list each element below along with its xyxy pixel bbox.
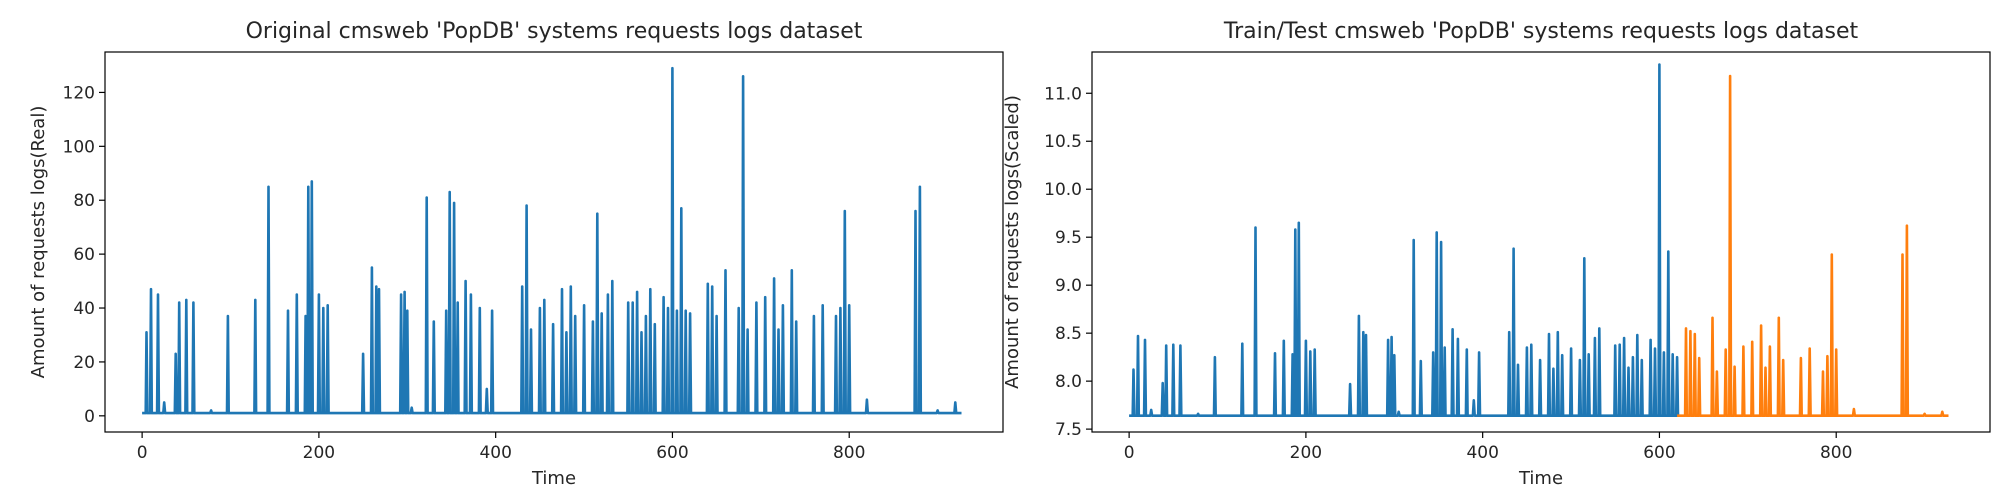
series-line-1	[1129, 63, 1680, 417]
chart-title: Original cmsweb 'PopDB' systems requests…	[246, 19, 863, 44]
x-tick-label: 600	[656, 443, 688, 463]
x-axis-label: Time	[1518, 468, 1563, 489]
x-tick-label: 800	[1820, 443, 1852, 463]
y-tick-label: 7.5	[1055, 420, 1082, 440]
y-tick-label: 10.0	[1044, 180, 1082, 200]
series-line-1	[142, 66, 962, 415]
x-tick-label: 800	[833, 443, 865, 463]
x-tick-label: 0	[137, 443, 148, 463]
y-tick-label: 80	[73, 191, 95, 211]
chart-title: Train/Test cmsweb 'PopDB' systems reques…	[1223, 19, 1859, 44]
x-tick-label: 400	[1466, 443, 1498, 463]
y-tick-label: 11.0	[1044, 84, 1082, 104]
chart-2: Train/Test cmsweb 'PopDB' systems reques…	[1002, 19, 1991, 489]
x-tick-label: 400	[479, 443, 511, 463]
y-tick-label: 60	[73, 245, 95, 265]
x-tick-label: 200	[303, 443, 335, 463]
y-tick-label: 0	[84, 407, 95, 427]
y-tick-label: 20	[73, 353, 95, 373]
y-axis-label: Amount of requests logs(Scaled)	[1002, 95, 1023, 389]
y-tick-label: 9.5	[1055, 228, 1082, 248]
plot-frame	[1091, 51, 1991, 433]
x-tick-label: 0	[1124, 443, 1135, 463]
x-axis-label: Time	[531, 468, 576, 489]
y-tick-label: 10.5	[1044, 132, 1082, 152]
y-tick-label: 8.5	[1055, 324, 1082, 344]
y-tick-label: 8.0	[1055, 372, 1082, 392]
x-tick-label: 200	[1290, 443, 1322, 463]
chart-1: Original cmsweb 'PopDB' systems requests…	[28, 19, 1004, 489]
y-axis-label: Amount of requests logs(Real)	[28, 106, 49, 379]
y-tick-label: 9.0	[1055, 276, 1082, 296]
y-tick-label: 120	[63, 83, 95, 103]
y-tick-label: 40	[73, 299, 95, 319]
plot-frame	[104, 51, 1004, 433]
y-tick-label: 100	[63, 137, 95, 157]
series-line-2	[1677, 74, 1949, 417]
x-tick-label: 600	[1643, 443, 1675, 463]
